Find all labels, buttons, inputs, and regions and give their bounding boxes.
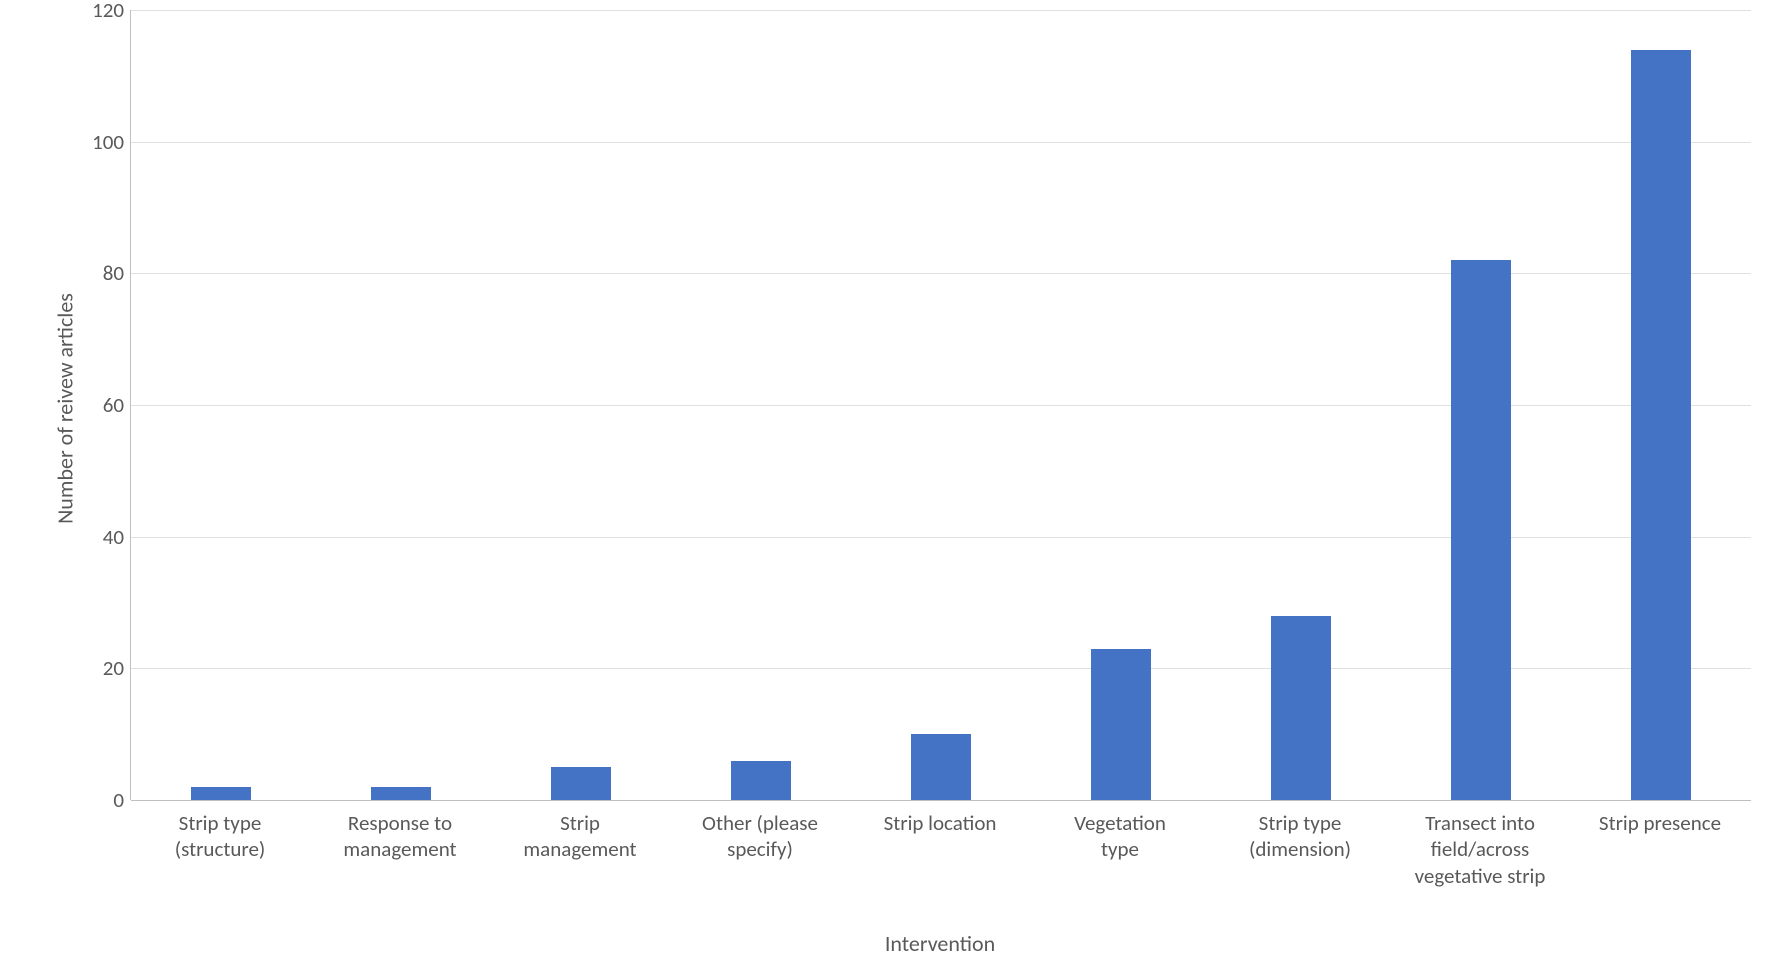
bar (731, 761, 790, 801)
x-tick-label: Strip presence (1570, 810, 1750, 836)
y-tick-label: 40 (64, 524, 124, 550)
bar (551, 767, 610, 800)
x-tick-label: Vegetation type (1030, 810, 1210, 863)
y-tick-label: 0 (64, 787, 124, 813)
x-tick-label: Other (please specify) (670, 810, 850, 863)
x-tick-label: Strip location (850, 810, 1030, 836)
bar (371, 787, 430, 800)
plot-area (130, 10, 1751, 800)
gridline (131, 142, 1751, 143)
y-tick-label: 20 (64, 655, 124, 681)
bar (1271, 616, 1330, 800)
y-tick-label: 100 (64, 129, 124, 155)
x-axis-label: Intervention (130, 930, 1750, 957)
bar (1091, 649, 1150, 800)
x-tick-label: Strip type (dimension) (1210, 810, 1390, 863)
x-tick-label: Strip type (structure) (130, 810, 310, 863)
bar (1451, 260, 1510, 800)
gridline (131, 10, 1751, 11)
y-tick-label: 80 (64, 260, 124, 286)
y-tick-label: 60 (64, 392, 124, 418)
gridline (131, 800, 1751, 801)
x-tick-label: Transect into field/across vegetative st… (1390, 810, 1570, 889)
bar (1631, 50, 1690, 801)
bar-chart: Number of reivew articles Intervention 0… (0, 0, 1772, 967)
x-tick-label: Strip management (490, 810, 670, 863)
x-tick-label: Response to management (310, 810, 490, 863)
bar (191, 787, 250, 800)
bar (911, 734, 970, 800)
y-tick-label: 120 (64, 0, 124, 23)
